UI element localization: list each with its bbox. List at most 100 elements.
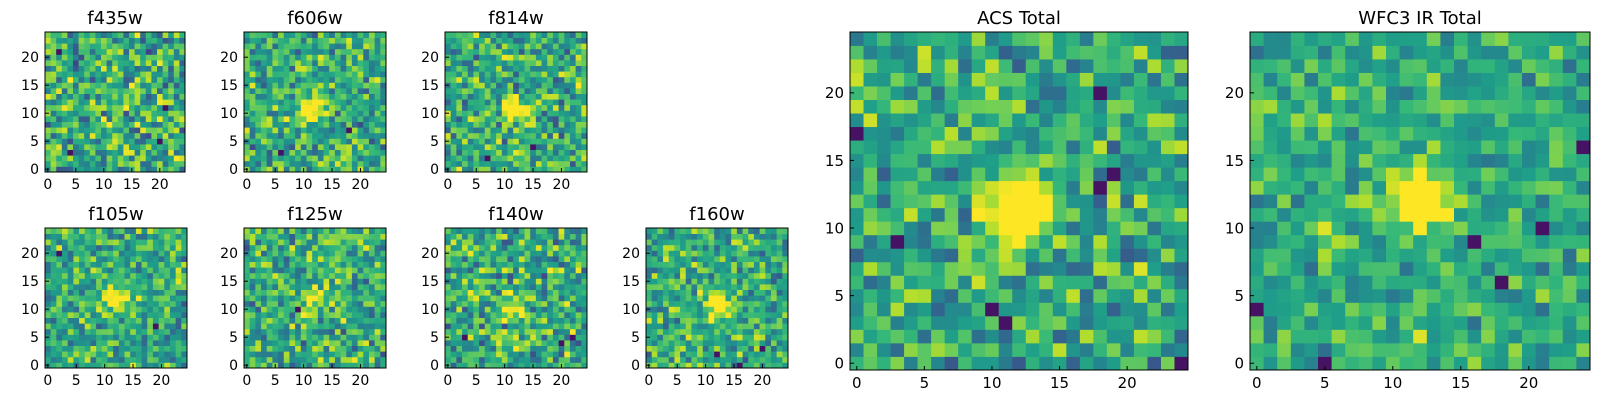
heatmap-cell: [1079, 356, 1094, 371]
heatmap-cell: [564, 160, 571, 167]
heatmap-cell: [112, 37, 119, 44]
heatmap-cell: [295, 88, 302, 94]
heatmap-cell: [484, 244, 491, 251]
heatmap-cell: [663, 272, 670, 279]
heatmap-cell: [56, 138, 63, 145]
heatmap-cell: [1079, 221, 1094, 236]
heatmap-cell: [697, 244, 704, 251]
heatmap-cell: [1160, 180, 1175, 195]
heatmap-cell: [748, 272, 755, 279]
heatmap-cell: [323, 121, 330, 128]
heatmap-cell: [151, 43, 158, 50]
heatmap-cell: [118, 306, 125, 313]
heatmap-cell: [714, 328, 721, 335]
heatmap-cell: [770, 356, 778, 363]
heatmap-cell: [479, 233, 486, 240]
heatmap-cell: [90, 317, 97, 324]
heatmap-cell: [484, 71, 491, 78]
heatmap-cell: [169, 289, 177, 296]
heatmap-cell: [45, 244, 52, 251]
x-tick-label: 20: [151, 177, 169, 193]
heatmap-cell: [524, 312, 531, 318]
heatmap-cell: [141, 272, 148, 279]
heatmap-cell: [530, 351, 537, 358]
heatmap-cell: [691, 289, 698, 296]
heatmap-cell: [971, 221, 986, 236]
heatmap-cell: [73, 340, 80, 346]
x-tick-label: 15: [725, 373, 743, 389]
heatmap-cell: [770, 328, 778, 335]
heatmap-cell: [685, 239, 692, 246]
heatmap-cell: [157, 121, 163, 128]
heatmap-cell: [518, 71, 525, 78]
heatmap-cell: [181, 239, 188, 246]
heatmap-cell: [261, 32, 268, 38]
x-tick-label: 20: [553, 177, 571, 193]
heatmap-cell: [374, 239, 381, 246]
heatmap-cell: [1066, 356, 1081, 371]
heatmap-cell: [657, 300, 664, 307]
heatmap-cell: [490, 110, 497, 117]
heatmap-cell: [462, 110, 469, 117]
heatmap-cell: [312, 32, 319, 38]
heatmap-cell: [79, 312, 86, 318]
heatmap-cell: [863, 234, 878, 249]
heatmap-cell: [958, 126, 973, 141]
heatmap-cell: [96, 284, 103, 290]
heatmap-cell: [651, 306, 658, 313]
heatmap-cell: [346, 116, 353, 122]
heatmap-cell: [524, 256, 531, 262]
heatmap-cell: [731, 345, 738, 352]
heatmap-cell: [462, 116, 469, 122]
heatmap-cell: [151, 104, 158, 111]
heatmap-cell: [84, 93, 91, 100]
heatmap-cell: [368, 54, 376, 61]
heatmap-cell: [244, 356, 251, 363]
heatmap-cell: [479, 60, 486, 66]
heatmap-cell: [691, 356, 698, 363]
heatmap-cell: [340, 295, 347, 302]
heatmap-cell: [1147, 248, 1162, 263]
heatmap-cell: [255, 138, 262, 145]
heatmap-cell: [917, 315, 932, 330]
heatmap-cell: [456, 295, 463, 302]
heatmap-cell: [351, 250, 358, 257]
heatmap-cell: [725, 328, 732, 335]
heatmap-cell: [467, 289, 474, 296]
heatmap-cell: [300, 228, 307, 234]
heatmap-cell: [129, 71, 135, 78]
heatmap-cell: [380, 278, 387, 285]
heatmap-cell: [368, 300, 376, 307]
heatmap-cell: [312, 261, 319, 268]
heatmap-cell: [524, 300, 531, 307]
heatmap-cell: [289, 284, 296, 290]
heatmap-cell: [479, 43, 486, 50]
heatmap-cell: [368, 71, 376, 78]
heatmap-cell: [56, 278, 63, 285]
heatmap-cell: [518, 88, 525, 94]
y-tick-label: 15: [21, 78, 39, 94]
heatmap-cell: [300, 99, 307, 106]
heatmap-cell: [581, 317, 588, 324]
x-tick-label: 20: [754, 373, 772, 389]
heatmap-cell: [535, 239, 542, 246]
heatmap-cell: [261, 356, 268, 363]
heatmap-cell: [581, 104, 588, 111]
heatmap-cell: [473, 300, 480, 307]
y-tick-label: 0: [30, 358, 39, 374]
heatmap-cell: [323, 60, 330, 66]
heatmap-cell: [479, 82, 486, 89]
heatmap-cell: [168, 138, 175, 145]
heatmap-cell: [135, 284, 142, 290]
heatmap-cell: [753, 362, 760, 369]
heatmap-cell: [283, 323, 290, 330]
heatmap-cell: [249, 312, 256, 318]
heatmap-cell: [731, 272, 738, 279]
heatmap-cell: [719, 295, 726, 302]
heatmap-cell: [1066, 329, 1081, 344]
heatmap-cell: [765, 317, 772, 324]
heatmap-cell: [107, 334, 114, 341]
heatmap-cell: [113, 233, 120, 240]
heatmap-cell: [255, 272, 262, 279]
heatmap-cell: [134, 37, 141, 44]
